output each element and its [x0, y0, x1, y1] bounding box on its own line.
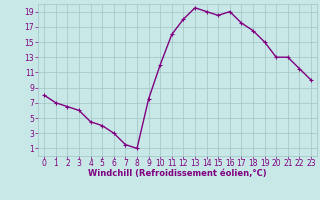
X-axis label: Windchill (Refroidissement éolien,°C): Windchill (Refroidissement éolien,°C) [88, 169, 267, 178]
